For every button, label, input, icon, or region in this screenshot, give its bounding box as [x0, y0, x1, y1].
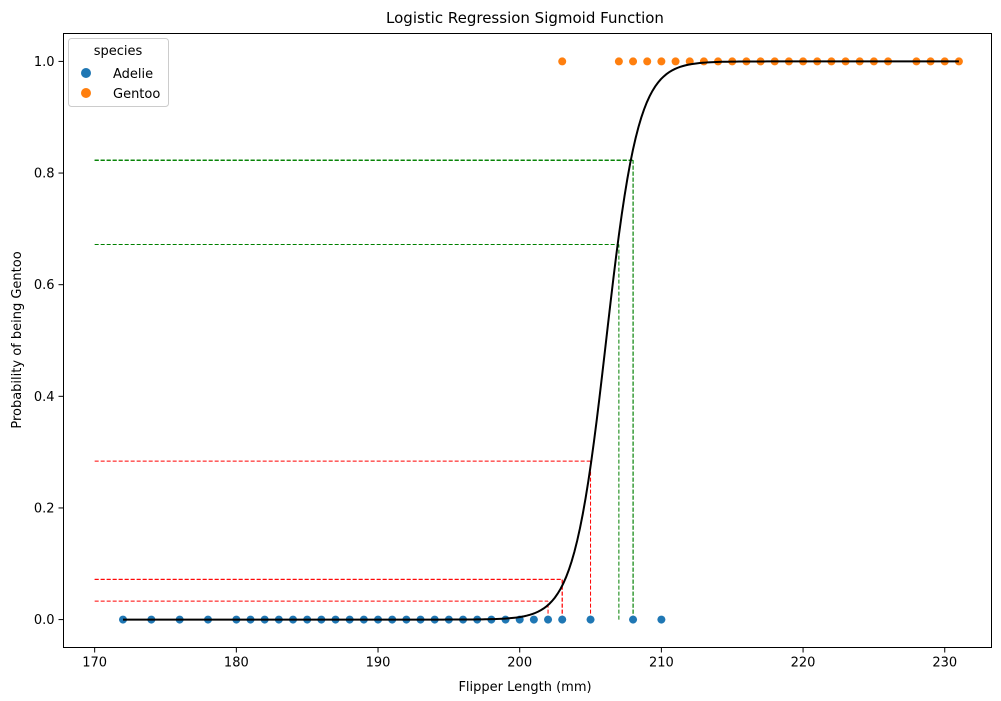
x-tick-label: 210 — [649, 656, 674, 671]
legend-title: species — [94, 44, 143, 59]
x-tick-label: 190 — [366, 656, 391, 671]
data-point-gentoo — [671, 57, 680, 66]
y-tick-label: 0.2 — [34, 501, 55, 516]
data-point-adelie — [558, 615, 567, 624]
data-point-gentoo — [614, 57, 623, 66]
y-tick-label: 0.0 — [34, 613, 55, 628]
data-point-adelie — [629, 615, 638, 624]
x-tick-label: 180 — [224, 656, 249, 671]
data-point-adelie — [586, 615, 595, 624]
data-point-adelie — [119, 615, 128, 624]
data-point-gentoo — [629, 57, 638, 66]
x-axis-ticks: 170 180 190 200 210 220 230 — [82, 647, 957, 671]
data-point-adelie — [657, 615, 666, 624]
y-tick-label: 0.8 — [34, 167, 55, 182]
legend: species Adelie Gentoo — [68, 38, 169, 107]
x-tick-label: 230 — [932, 656, 957, 671]
legend-marker-gentoo — [81, 88, 91, 98]
chart-title: Logistic Regression Sigmoid Function — [386, 9, 664, 27]
x-tick-label: 220 — [791, 656, 816, 671]
legend-marker-adelie — [81, 68, 91, 78]
y-axis-label: Probability of being Gentoo — [10, 251, 25, 428]
plot-area — [94, 57, 963, 624]
data-point-adelie — [529, 615, 538, 624]
data-point-gentoo — [699, 57, 708, 66]
data-point-gentoo — [558, 57, 567, 66]
legend-label-adelie: Adelie — [113, 67, 153, 82]
y-axis-ticks: 0.0 0.2 0.4 0.6 0.8 1.0 — [34, 55, 64, 628]
x-axis-label: Flipper Length (mm) — [458, 680, 591, 695]
sigmoid-curve — [123, 60, 959, 621]
x-tick-label: 200 — [507, 656, 532, 671]
data-point-gentoo — [643, 57, 652, 66]
data-point-gentoo — [954, 57, 963, 66]
plot-frame — [63, 33, 992, 648]
y-tick-label: 1.0 — [34, 55, 55, 70]
x-tick-label: 170 — [82, 656, 107, 671]
data-point-gentoo — [657, 57, 666, 66]
legend-label-gentoo: Gentoo — [113, 87, 160, 102]
legend-box — [68, 38, 169, 107]
y-tick-label: 0.6 — [34, 278, 55, 293]
data-point-adelie — [544, 615, 553, 624]
y-tick-label: 0.4 — [34, 390, 55, 405]
